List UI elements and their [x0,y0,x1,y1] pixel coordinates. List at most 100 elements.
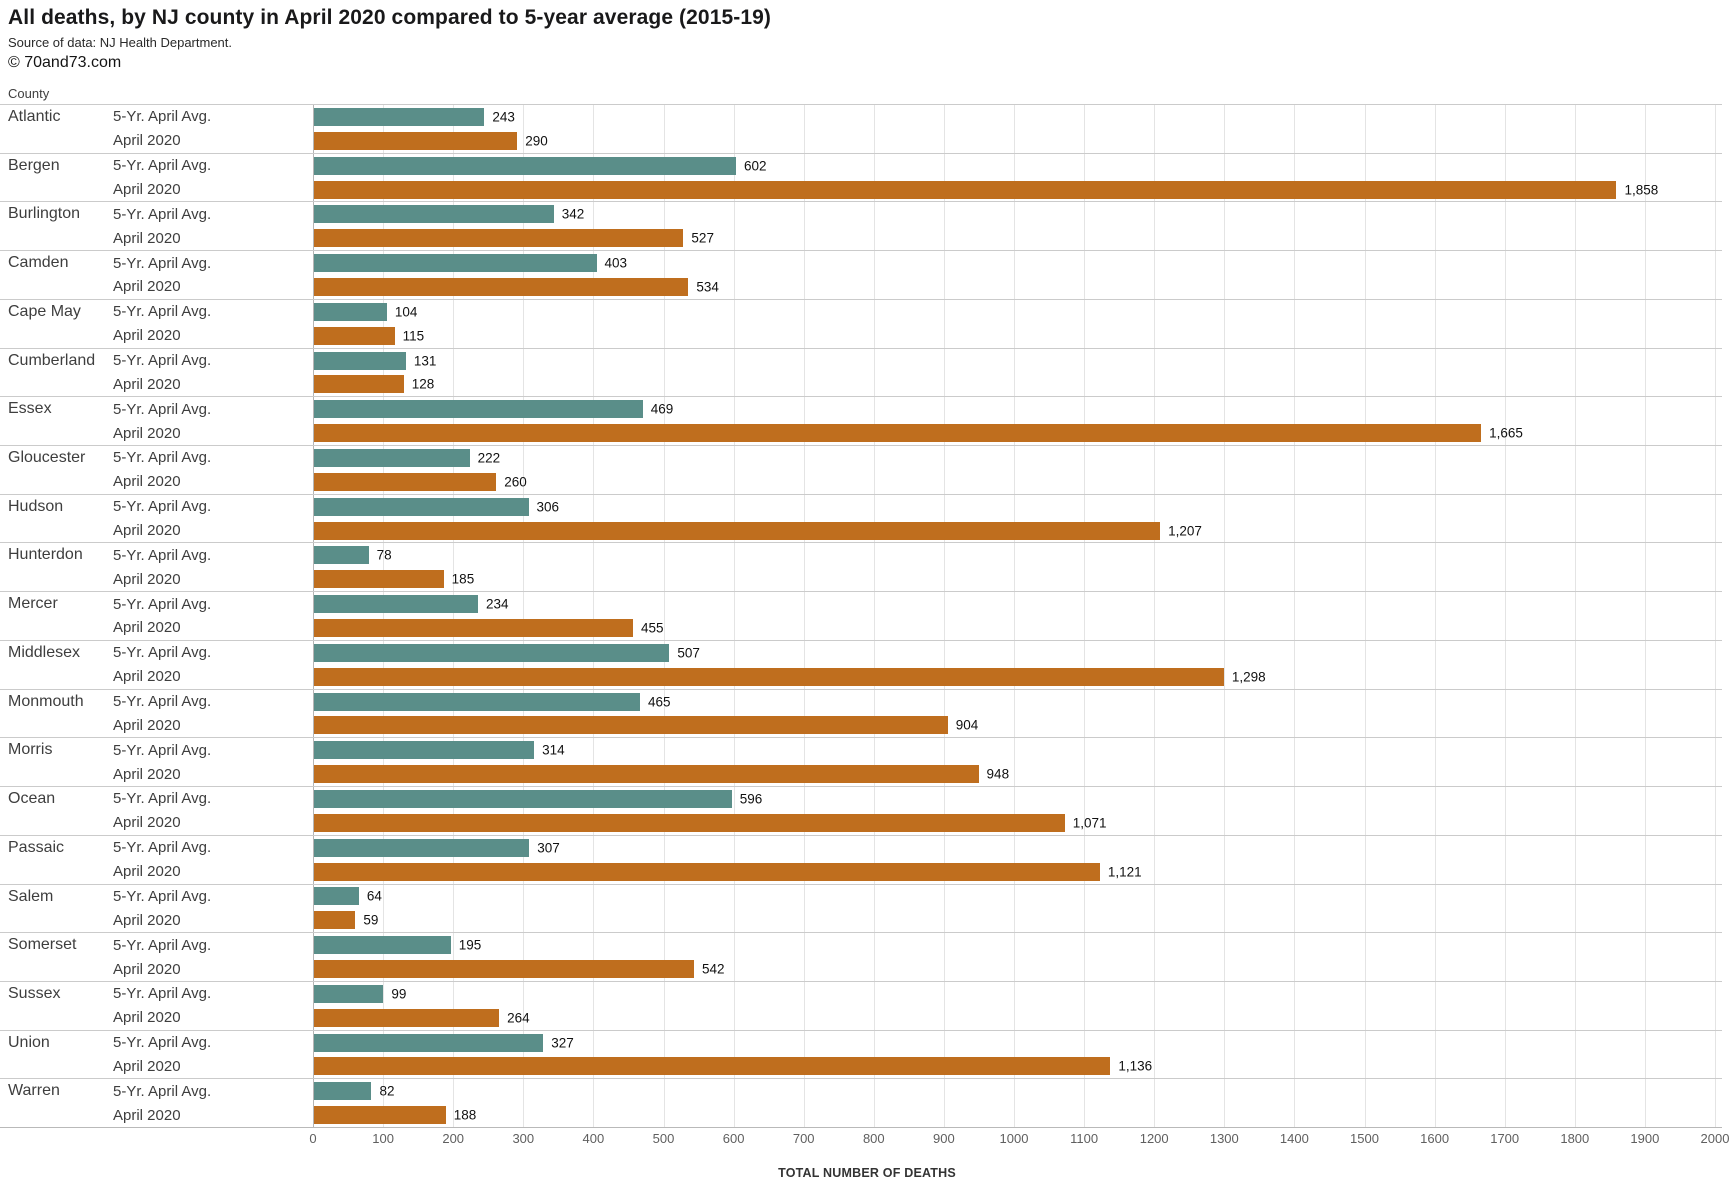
county-bar-rows: 5-Yr. April Avg. 234 April 2020 455 [113,592,1722,640]
county-group-cape-may: Cape May 5-Yr. April Avg. 104 April 2020 115 [0,298,1722,348]
x-axis-tick-label: 1300 [1209,1131,1239,1146]
bar-april-2020[interactable] [314,960,694,978]
bar-april-2020[interactable] [314,813,1065,832]
county-bar-rows: 5-Yr. April Avg. 403 April 2020 534 [113,251,1722,299]
bar-april-2020[interactable] [314,1106,446,1125]
bar-track: 1,298 [313,665,1715,689]
bar-row: 5-Yr. April Avg. 507 [113,641,1722,665]
bar-5yr-avg[interactable] [314,156,736,175]
county-label: Atlantic [8,108,61,125]
bar-april-2020[interactable] [314,424,1482,443]
bar-5yr-avg[interactable] [314,741,535,760]
x-axis-tick-label: 2000 [1700,1131,1730,1146]
bar-row: April 2020 534 [113,275,1722,299]
bar-row: 5-Yr. April Avg. 469 [113,397,1722,421]
bar-track: 234 [313,592,1715,616]
bar-april-2020[interactable] [314,716,948,735]
bar-5yr-avg[interactable] [314,595,479,614]
bar-row: 5-Yr. April Avg. 78 [113,543,1722,567]
bar-5yr-avg[interactable] [314,448,470,467]
bar-april-2020[interactable] [314,521,1161,540]
county-group-bergen: Bergen 5-Yr. April Avg. 602 April 2020 1,858 [0,152,1722,202]
series-label-april-2020: April 2020 [113,375,181,393]
county-bar-rows: 5-Yr. April Avg. 327 April 2020 1,136 [113,1031,1722,1079]
county-group-salem: Salem 5-Yr. April Avg. 64 April 2020 59 [0,883,1722,933]
county-group-ocean: Ocean 5-Yr. April Avg. 596 April 2020 1,071 [0,786,1722,835]
bar-5yr-avg[interactable] [314,789,732,808]
bar-5yr-avg[interactable] [314,838,530,857]
bar-value-label: 469 [650,401,674,417]
bar-april-2020[interactable] [314,765,979,784]
bar-5yr-avg[interactable] [314,643,670,662]
bar-value-label: 542 [701,961,725,977]
bar-5yr-avg[interactable] [314,107,485,126]
bar-value-label: 104 [394,304,418,320]
bar-track: 290 [313,129,1715,153]
series-label-april-2020: April 2020 [113,1106,181,1124]
series-label-5yr-avg: 5-Yr. April Avg. [113,449,212,467]
bar-value-label: 78 [376,547,392,563]
series-label-5yr-avg: 5-Yr. April Avg. [113,498,212,516]
bar-5yr-avg[interactable] [314,692,640,711]
county-bar-rows: 5-Yr. April Avg. 82 April 2020 188 [113,1079,1722,1127]
bar-5yr-avg[interactable] [314,936,451,955]
bar-track: 115 [313,324,1715,348]
bar-value-label: 185 [451,571,475,587]
series-label-april-2020: April 2020 [113,522,181,540]
bar-row: 5-Yr. April Avg. 602 [113,154,1722,178]
bar-5yr-avg[interactable] [314,400,643,419]
bar-april-2020[interactable] [314,1057,1111,1076]
bar-april-2020[interactable] [314,911,356,930]
series-label-5yr-avg: 5-Yr. April Avg. [113,644,212,662]
bar-april-2020[interactable] [314,618,633,637]
county-label: Sussex [8,984,61,1002]
bar-5yr-avg[interactable] [314,205,554,224]
bar-april-2020[interactable] [314,277,689,296]
bar-row: April 2020 128 [113,372,1722,396]
bar-april-2020[interactable] [314,326,395,345]
bar-value-label: 534 [696,279,719,295]
bar-april-2020[interactable] [314,570,444,589]
bar-5yr-avg[interactable] [314,887,359,906]
county-bar-rows: 5-Yr. April Avg. 222 April 2020 260 [113,446,1722,494]
bar-5yr-avg[interactable] [314,351,406,370]
county-group-atlantic: Atlantic 5-Yr. April Avg. 243 April 2020 290 [0,104,1722,153]
gridline [1715,104,1716,1127]
bar-5yr-avg[interactable] [314,497,529,516]
bar-value-label: 1,121 [1107,864,1142,880]
county-group-monmouth: Monmouth 5-Yr. April Avg. 465 April 2020 904 [0,688,1722,738]
county-group-cumberland: Cumberland 5-Yr. April Avg. 131 April 2020 1… [0,347,1722,397]
bar-track: 534 [313,275,1715,299]
bar-5yr-avg[interactable] [314,254,597,273]
series-label-april-2020: April 2020 [113,814,181,832]
bar-row: April 2020 455 [113,616,1722,640]
county-bar-rows: 5-Yr. April Avg. 469 April 2020 1,665 [113,397,1722,445]
bar-5yr-avg[interactable] [314,302,387,321]
bar-track: 327 [313,1031,1715,1055]
bar-april-2020[interactable] [314,862,1100,881]
bar-5yr-avg[interactable] [314,984,384,1003]
series-label-april-2020: April 2020 [113,473,181,491]
bar-april-2020[interactable] [314,667,1224,686]
bar-april-2020[interactable] [314,375,404,394]
bar-april-2020[interactable] [314,180,1617,199]
series-label-april-2020: April 2020 [113,1057,181,1075]
bar-5yr-avg[interactable] [314,1033,544,1052]
zero-axis-line [313,104,314,1127]
bar-5yr-avg[interactable] [314,1082,372,1101]
bar-5yr-avg[interactable] [314,546,369,565]
gridline [1364,104,1366,1127]
bar-track: 64 [313,885,1715,909]
bar-track: 222 [313,446,1715,470]
county-bar-rows: 5-Yr. April Avg. 342 April 2020 527 [113,202,1722,250]
bar-track: 188 [313,1103,1715,1127]
bar-april-2020[interactable] [314,1008,500,1027]
bar-track: 264 [313,1006,1715,1030]
x-axis-tick-label: 1100 [1070,1131,1099,1146]
x-axis-tick-label: 1000 [999,1131,1029,1146]
bar-april-2020[interactable] [314,229,684,248]
county-label: Mercer [8,595,58,613]
bar-april-2020[interactable] [314,472,497,491]
bar-april-2020[interactable] [314,131,518,150]
bar-track: 403 [313,251,1715,275]
